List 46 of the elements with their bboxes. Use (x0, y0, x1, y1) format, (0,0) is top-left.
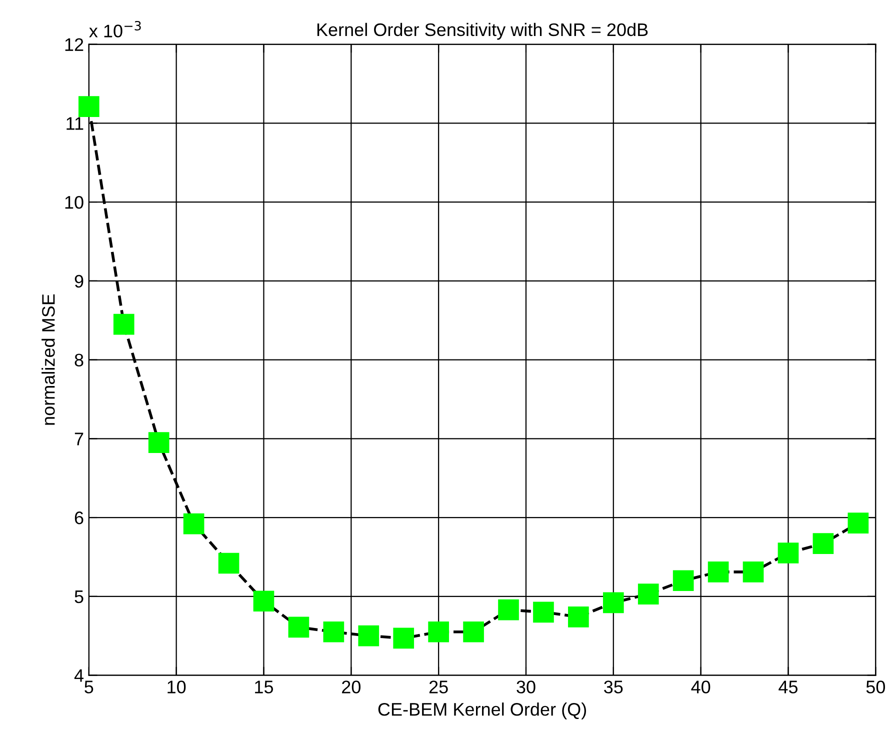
point (323, 621, 344, 642)
point (78, 96, 100, 118)
x-tick-label: 40 (691, 680, 710, 694)
x-tick-label: 15 (255, 680, 274, 694)
y-tick-label: 11 (66, 117, 84, 130)
point (533, 602, 554, 623)
point (113, 314, 134, 335)
point (183, 513, 204, 534)
x-tick-label: 30 (516, 680, 536, 694)
x-tick-label: 10 (168, 680, 186, 694)
y-tick-label: 4 (74, 669, 84, 682)
text: x 10$^{−3}$ (89, 20, 141, 38)
point (812, 533, 834, 554)
y-tick-label: 10 (65, 196, 84, 209)
point (708, 562, 729, 582)
y-tick-label: 12 (65, 38, 84, 51)
y-tick-label: 9 (74, 274, 84, 288)
point (638, 584, 659, 604)
x-tick-label: 50 (866, 680, 885, 694)
point (778, 542, 799, 564)
x-tick-label: 5 (84, 680, 94, 694)
y-tick-label: 7 (74, 432, 84, 446)
x-tick-label: 35 (604, 680, 623, 694)
point (463, 621, 484, 642)
point (253, 590, 274, 612)
x-tick-label: 20 (342, 680, 360, 694)
point (848, 512, 869, 534)
x-tick-label: 25 (429, 680, 448, 694)
y-axis-title: normalized MSE (42, 294, 55, 425)
chart-title: Kernel Order Sensitivity with SNR = 20dB (317, 22, 648, 40)
y-tick-label: 8 (74, 354, 84, 366)
y-tick-label: 5 (74, 590, 84, 604)
point (148, 432, 170, 454)
x-axis-title: CE-BEM Kernel Order (Q) (378, 702, 586, 720)
point (568, 606, 589, 628)
point (498, 599, 519, 620)
point (428, 621, 449, 642)
x-tick-label: 45 (778, 680, 798, 694)
point (218, 552, 240, 574)
point (602, 592, 624, 614)
point (672, 570, 694, 592)
y-tick-label: 6 (74, 511, 84, 524)
point (393, 628, 414, 649)
point (358, 625, 380, 646)
point (288, 616, 310, 638)
point (742, 562, 764, 582)
